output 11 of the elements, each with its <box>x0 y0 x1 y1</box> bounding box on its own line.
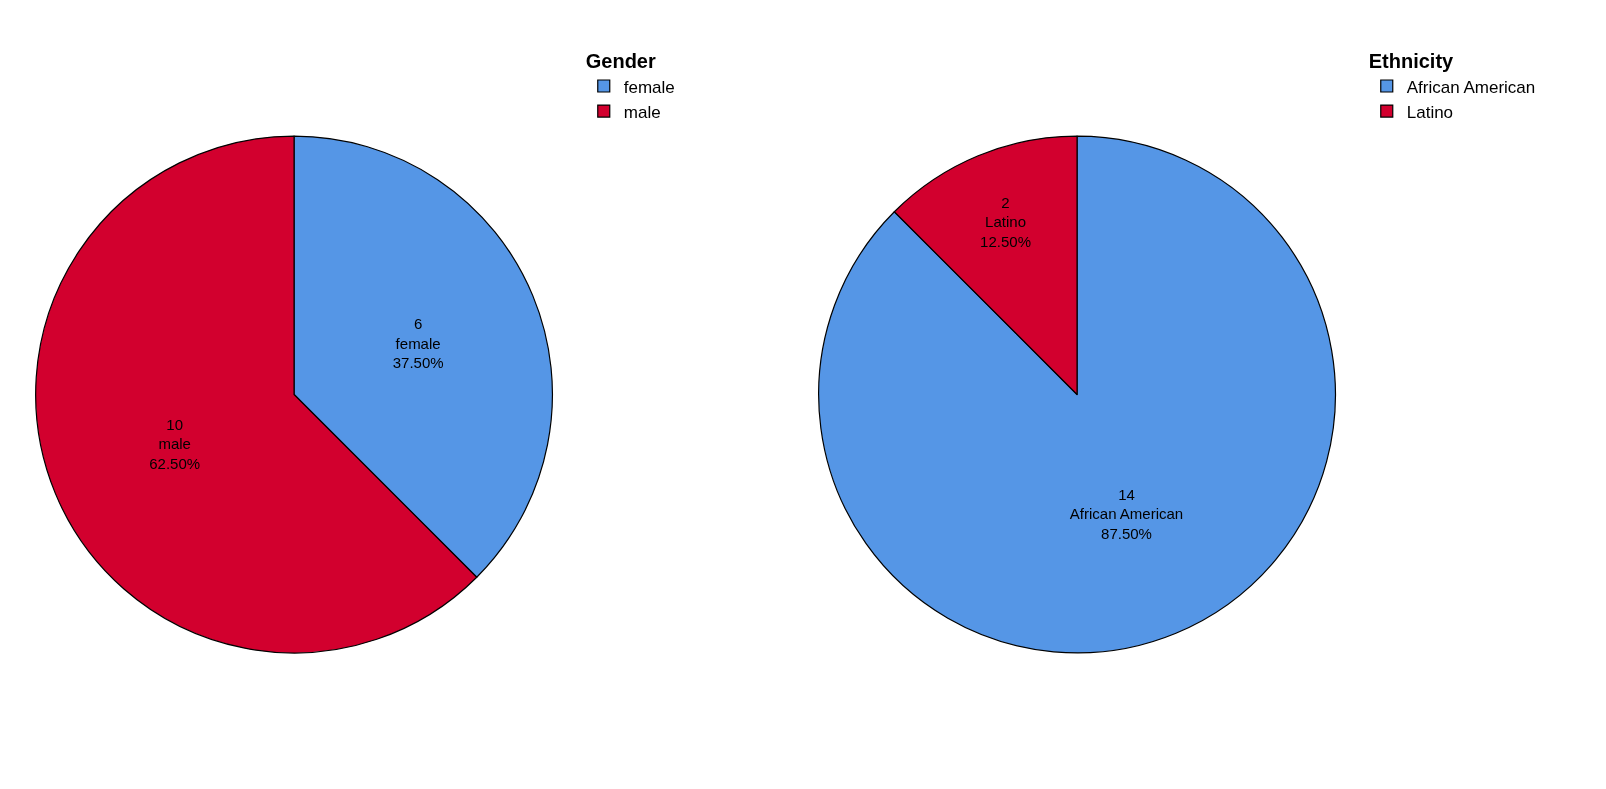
pie-slice <box>818 135 1336 654</box>
data-label: 2 Latino 12.50% <box>980 193 1031 250</box>
legend-label: Latino <box>1406 102 1454 122</box>
data-label: 10 male 62.50% <box>149 415 201 472</box>
legend-label: African American <box>1406 77 1536 97</box>
legend-label: female <box>623 77 675 97</box>
data-label: 6 female 37.50% <box>392 315 444 372</box>
legend-label: male <box>623 102 661 122</box>
legend-title: Ethnicity <box>1368 50 1455 73</box>
legend-title: Gender <box>585 50 656 73</box>
data-label: 14 African American 87.50% <box>1069 485 1184 542</box>
